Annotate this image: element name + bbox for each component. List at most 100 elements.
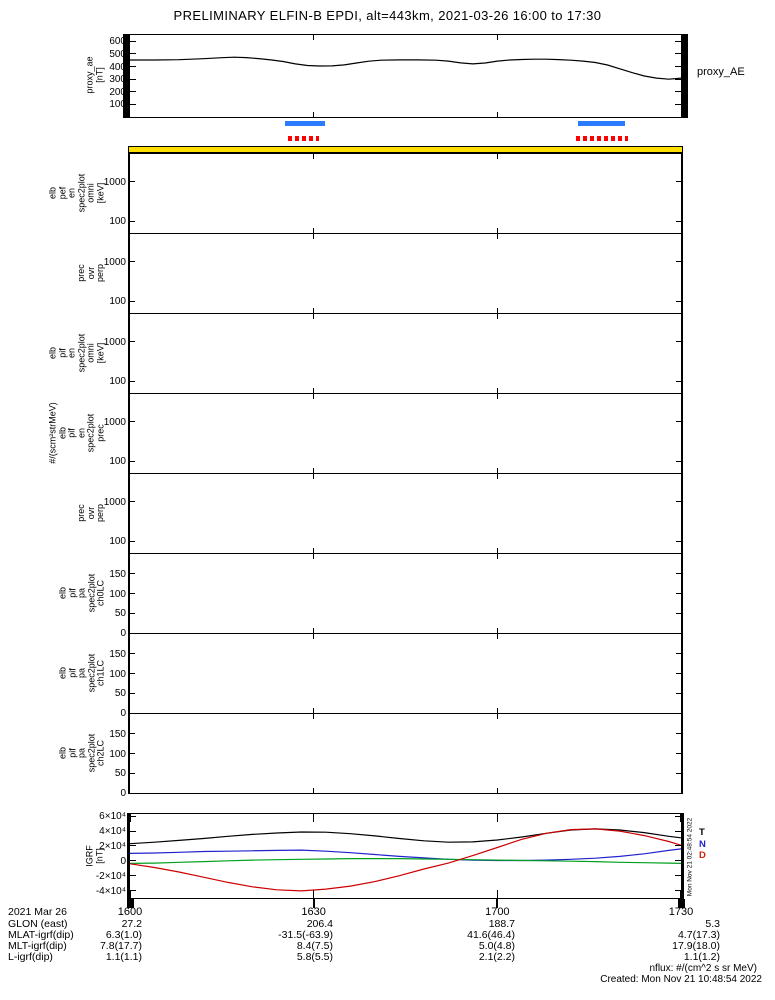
spec_p2-ytick-right	[676, 300, 681, 302]
proxy-xtick-bottom	[496, 112, 498, 117]
spec_p2-xtick-top	[496, 234, 498, 239]
igrf-ytick	[130, 875, 136, 877]
ephemeris-value: -31.5(-63.9)	[278, 929, 333, 941]
spec_p2-xtick-bottom	[496, 308, 498, 313]
time-tick-inward-bottom	[680, 890, 682, 898]
spec_p4-y-axis-label: #/(scm²strMeV) elb pif en spec2plot prec	[47, 402, 106, 464]
spec_p7-ytick-right	[676, 673, 681, 674]
spec_p5-xtick-bottom	[496, 548, 498, 553]
spec_p4-ytick	[130, 460, 135, 462]
spec_p7-ytick	[130, 653, 135, 655]
spec_p3-xtick-top	[313, 314, 315, 319]
ephemeris-row-label: MLAT-igrf(dip)	[8, 929, 74, 941]
nflux-units-note: nflux: #/(cm^2 s sr MeV)	[649, 963, 758, 974]
igrf-ytick-label: -4×10⁴	[95, 885, 126, 897]
time-tick-label: 1600	[117, 906, 143, 918]
igrf-line-D	[130, 828, 681, 892]
spec_p4-ytick-label: 100	[109, 456, 126, 468]
time-tick-outward	[496, 899, 499, 908]
ephemeris-value: 41.6(46.4)	[467, 929, 515, 941]
igrf-ytick-right	[675, 875, 681, 877]
proxy-ytick-right	[675, 78, 681, 80]
time-tick-inward-bottom	[496, 890, 499, 898]
proxy-ytick-right	[675, 91, 681, 93]
plot-title: PRELIMINARY ELFIN-B EPDI, alt=443km, 202…	[173, 8, 602, 23]
igrf-ytick-right	[675, 860, 681, 862]
igrf-ytick	[130, 860, 136, 862]
spec_p1-ytick-label: 1000	[103, 176, 126, 188]
spec_p8-xtick-top	[496, 714, 498, 719]
proxy-ytick-label: 500	[109, 48, 126, 60]
ephemeris-value: 2.1(2.2)	[478, 951, 515, 963]
time-tick-label: 1700	[485, 906, 510, 918]
spec_p6-xtick-top	[313, 554, 315, 559]
spec_p3-ytick-right	[676, 341, 681, 343]
time-tick-inward-bottom	[129, 890, 131, 898]
spec_p1-panel	[128, 153, 683, 234]
proxy-ytick-label: 100	[109, 99, 126, 111]
spec_p6-ytick	[130, 593, 135, 594]
spec_p1-xtick-bottom	[313, 228, 315, 233]
ephemeris-row-label: MLT-igrf(dip)	[8, 940, 67, 952]
spec_p8-xtick-bottom	[496, 788, 498, 793]
ephemeris-value: 5.8(5.5)	[296, 951, 333, 963]
science-zone-blue-interval	[284, 121, 325, 126]
igrf-ytick-right	[675, 845, 681, 847]
proxy-ae-series-label: proxy_AE	[697, 66, 745, 78]
spec_p7-xtick-top	[313, 634, 315, 639]
spec_p8-ytick-right	[676, 733, 681, 735]
igrf-ytick-label: -2×10⁴	[95, 870, 126, 882]
time-tick-label: 1630	[301, 906, 326, 918]
spec_p7-ytick-label: 0	[120, 708, 126, 719]
spec_p8-ytick	[130, 792, 135, 794]
proxy-ytick-right	[675, 40, 681, 42]
ephemeris-value: 188.7	[488, 918, 515, 930]
spec_p7-y-axis-label: elb pif pa spec2plot ch1LC	[56, 653, 105, 693]
spec_p3-ytick-right	[676, 380, 681, 382]
spec_p2-panel	[128, 233, 683, 314]
igrf-ytick	[130, 890, 136, 892]
spec_p3-ytick-label: 1000	[103, 336, 126, 348]
spec_p2-xtick-bottom	[313, 308, 315, 313]
igrf-legend-N: N	[699, 838, 706, 850]
spec_p8-ytick-label: 50	[114, 768, 126, 780]
spec_p5-ytick	[130, 501, 135, 503]
ephemeris-value: 4.7(17.3)	[677, 929, 720, 941]
spec_p4-ytick-right	[676, 460, 681, 462]
spec_p1-xtick-top	[496, 154, 498, 159]
igrf-ytick-right	[675, 830, 681, 832]
proxy-ae-line	[130, 56, 681, 80]
igrf-ytick	[130, 845, 136, 847]
proxy-xtick-top	[496, 35, 498, 40]
igrf-chart	[130, 828, 681, 892]
proxy-xtick-bottom	[313, 112, 315, 117]
proxy-ytick-label: 200	[109, 86, 126, 98]
proxy-ytick-label: 300	[109, 74, 126, 86]
spec_p6-ytick-right	[676, 612, 681, 614]
spec_p2-xtick-top	[313, 234, 315, 239]
spec_p1-ytick	[130, 220, 135, 222]
time-tick-label: 1730	[668, 906, 694, 918]
ephemeris-value: 1.1(1.1)	[105, 951, 142, 963]
proxy-ytick-right	[675, 53, 681, 55]
spec_p2-ytick	[130, 261, 135, 263]
igrf-ytick-label: 4×10⁴	[99, 826, 126, 838]
ephemeris-value: 5.3	[705, 918, 720, 930]
spec_p8-ytick-right	[676, 792, 681, 794]
quality-flag-bar	[128, 146, 683, 153]
science-zone-red-interval	[575, 136, 628, 141]
proxy-ytick	[130, 78, 136, 80]
spec_p6-ytick	[130, 612, 135, 614]
spec_p7-xtick-top	[496, 634, 498, 639]
proxy-ytick	[130, 66, 136, 68]
spec_p1-ytick-label: 100	[109, 216, 126, 228]
igrf-ytick	[130, 830, 136, 832]
spec_p8-ytick-label: 100	[109, 748, 126, 760]
spec_p6-ytick-label: 50	[114, 608, 126, 620]
side-timestamp: Mon Nov 21 02:48:54 2022	[686, 817, 694, 897]
science-zone-blue-interval	[578, 121, 625, 126]
igrf-ytick-label: 6×10⁴	[99, 811, 126, 823]
spec_p5-y-axis-label: prec ovr perp	[75, 503, 105, 523]
spec_p7-ytick-label: 100	[109, 668, 126, 680]
